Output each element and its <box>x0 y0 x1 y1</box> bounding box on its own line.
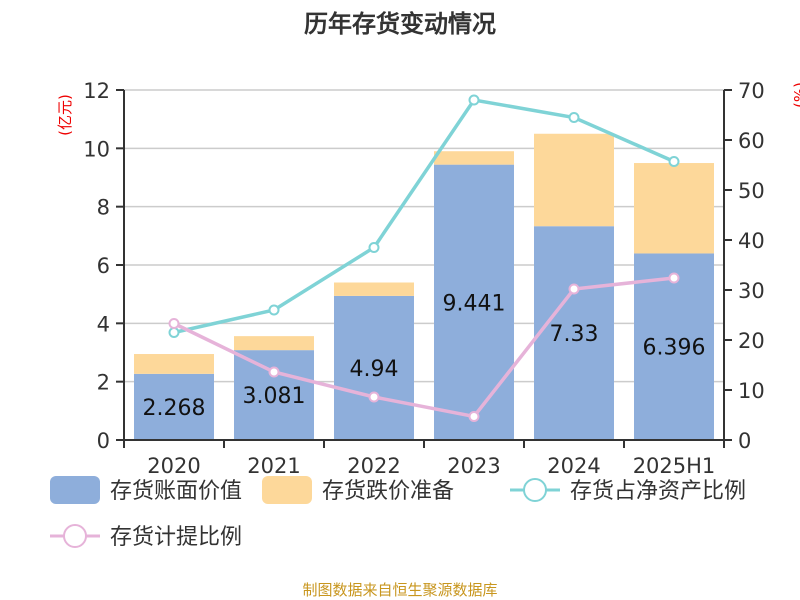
data-label: 2.268 <box>143 396 206 421</box>
legend-swatch <box>50 476 100 504</box>
legend-label: 存货跌价准备 <box>322 479 454 504</box>
y-left-tick-label: 8 <box>97 196 110 220</box>
x-tick-label: 2025H1 <box>633 454 716 478</box>
bar <box>434 164 514 440</box>
y-left-tick-label: 0 <box>97 429 110 453</box>
bar <box>534 226 614 440</box>
y-right-tick-label: 70 <box>738 79 765 103</box>
y-right-tick-label: 20 <box>738 329 765 353</box>
data-point <box>168 318 180 329</box>
y-left-tick-label: 6 <box>97 254 110 278</box>
legend-label: 存货账面价值 <box>110 479 242 504</box>
data-point <box>568 112 580 123</box>
chart-title: 历年存货变动情况 <box>304 10 496 38</box>
y-right-label: (%) <box>791 82 800 108</box>
x-tick-label: 2021 <box>247 454 300 478</box>
data-point <box>368 242 380 253</box>
legend-swatch <box>262 476 312 504</box>
x-tick-label: 2023 <box>447 454 500 478</box>
data-point <box>568 283 580 295</box>
x-tick-label: 2020 <box>147 454 200 478</box>
y-right-tick-label: 60 <box>738 129 765 153</box>
data-label: 6.396 <box>643 336 706 361</box>
data-label: 9.441 <box>443 291 506 316</box>
y-left-tick-label: 2 <box>97 371 110 395</box>
data-point <box>468 411 480 422</box>
y-right-tick-label: 10 <box>738 379 765 403</box>
x-tick-label: 2022 <box>347 454 400 478</box>
bar <box>334 282 414 296</box>
data-label: 3.081 <box>243 384 306 409</box>
y-left-label: (亿元) <box>56 94 74 136</box>
y-right-tick-label: 50 <box>738 179 765 203</box>
series-line <box>173 276 675 419</box>
legend-label: 存货计提比例 <box>110 525 242 550</box>
bar <box>134 354 214 374</box>
bar <box>134 373 214 440</box>
x-tick-label: 2024 <box>547 454 600 478</box>
y-left-tick-label: 10 <box>83 137 110 161</box>
data-point <box>668 272 680 284</box>
legend-marker <box>523 478 547 502</box>
data-point <box>268 304 280 316</box>
bar <box>234 350 314 440</box>
bar <box>634 253 714 440</box>
data-label: 7.33 <box>550 322 599 347</box>
bar <box>334 295 414 440</box>
data-point <box>368 391 380 403</box>
y-right-tick-label: 0 <box>738 429 751 453</box>
data-point <box>268 366 280 378</box>
bar <box>434 151 514 165</box>
y-right-tick-label: 40 <box>738 229 765 253</box>
legend-marker <box>63 524 87 548</box>
data-point <box>468 94 480 106</box>
bar <box>234 336 314 351</box>
y-left-tick-label: 12 <box>83 79 110 103</box>
data-point <box>668 156 680 167</box>
data-label: 4.94 <box>350 357 399 382</box>
y-left-tick-label: 4 <box>97 312 110 336</box>
source-note: 制图数据来自恒生聚源数据库 <box>302 581 497 599</box>
series-line <box>173 98 675 335</box>
legend-label: 存货占净资产比例 <box>570 479 746 504</box>
bar <box>634 163 714 254</box>
y-right-tick-label: 30 <box>738 279 765 303</box>
bar <box>534 133 614 227</box>
data-point <box>168 327 180 338</box>
